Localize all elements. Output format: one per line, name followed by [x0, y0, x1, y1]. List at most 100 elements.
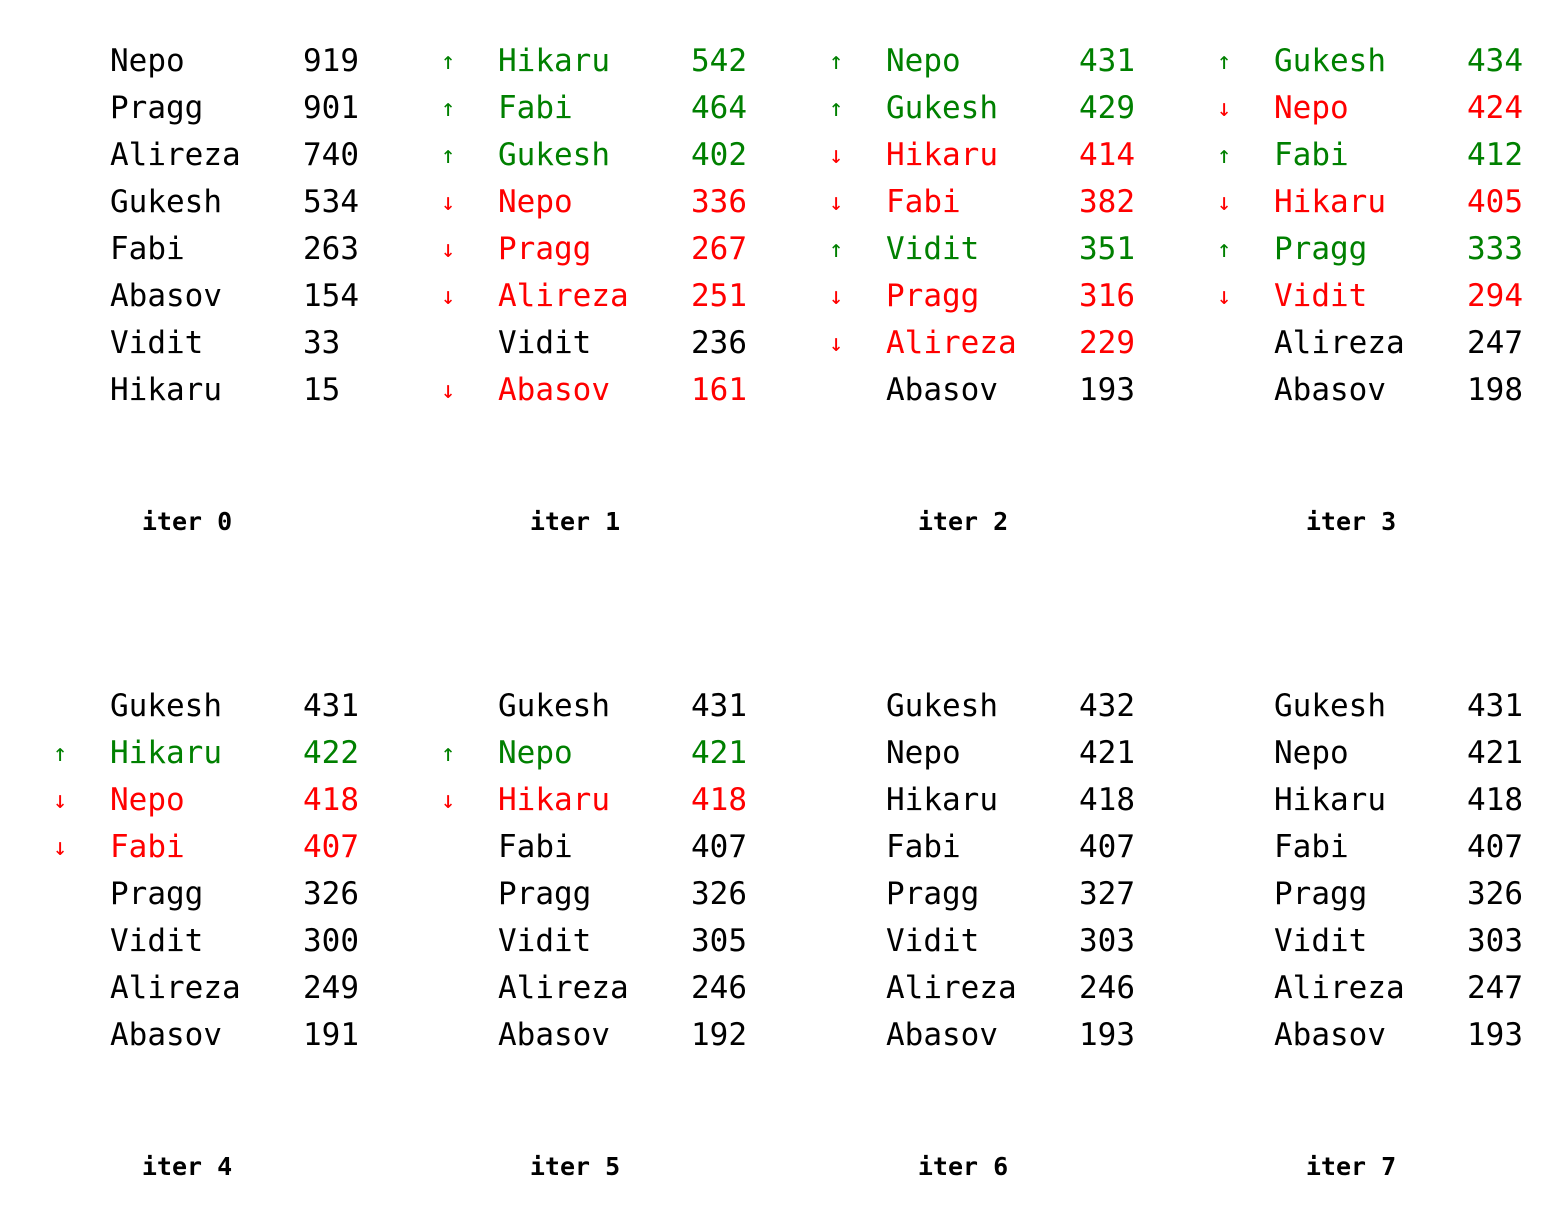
ranking-row: ↓ Nepo 418: [53, 777, 441, 824]
ranking-row: ↑ Pragg 333: [1217, 226, 1543, 273]
player-score: 407: [303, 829, 359, 865]
player-name: Gukesh: [1274, 43, 1386, 79]
player-name: Gukesh: [498, 688, 610, 724]
ranking-row: ↓ Fabi 382: [829, 179, 1217, 226]
player-score: 421: [1079, 735, 1135, 771]
player-score: 33: [303, 325, 341, 361]
player-score: 421: [1467, 735, 1523, 771]
ranking-row: Pragg 326: [1217, 871, 1543, 918]
player-name: Alireza: [886, 970, 1017, 1006]
player-score: 429: [1079, 90, 1135, 126]
player-score: 431: [1467, 688, 1523, 724]
ranking-row: ↑ Hikaru 422: [53, 730, 441, 777]
player-name: Hikaru: [1274, 184, 1386, 220]
ranking-row: Vidit 300: [53, 918, 441, 965]
player-name: Abasov: [886, 372, 998, 408]
player-name: Hikaru: [498, 43, 610, 79]
ranking-row: Pragg 326: [441, 871, 829, 918]
ranking-row: Gukesh 431: [441, 683, 829, 730]
player-name: Gukesh: [886, 688, 998, 724]
player-score: 193: [1079, 372, 1135, 408]
player-name: Gukesh: [886, 90, 998, 126]
ranking-row: Pragg 901: [53, 85, 441, 132]
player-score: 247: [1467, 325, 1523, 361]
ranking-row: ↓ Nepo 424: [1217, 85, 1543, 132]
player-score: 407: [1079, 829, 1135, 865]
ranking-row: Hikaru 418: [1217, 777, 1543, 824]
ranking-row: ↓ Alireza 251: [441, 273, 829, 320]
player-name: Alireza: [498, 278, 629, 314]
player-name: Pragg: [1274, 876, 1368, 912]
player-score: 333: [1467, 231, 1523, 267]
ranking-row: ↓ Hikaru 405: [1217, 179, 1543, 226]
arrow-up-icon: ↑: [829, 235, 844, 263]
ranking-row: Abasov 193: [1217, 1012, 1543, 1059]
player-score: 407: [1467, 829, 1523, 865]
player-score: 326: [303, 876, 359, 912]
arrow-up-icon: ↑: [441, 94, 456, 122]
player-score: 15: [303, 372, 341, 408]
player-score: 294: [1467, 278, 1523, 314]
iteration-label: iter 4: [141, 1152, 233, 1181]
arrow-down-icon: ↓: [829, 329, 844, 357]
player-score: 919: [303, 43, 359, 79]
player-score: 198: [1467, 372, 1523, 408]
player-name: Alireza: [1274, 970, 1405, 1006]
player-score: 418: [1467, 782, 1523, 818]
ranking-row: Abasov 193: [829, 367, 1217, 414]
arrow-down-icon: ↓: [441, 376, 456, 404]
player-score: 251: [691, 278, 747, 314]
player-name: Hikaru: [110, 372, 222, 408]
player-score: 316: [1079, 278, 1135, 314]
player-name: Gukesh: [1274, 688, 1386, 724]
player-score: 249: [303, 970, 359, 1006]
player-name: Pragg: [498, 876, 592, 912]
ranking-row: Nepo 421: [829, 730, 1217, 777]
player-name: Alireza: [886, 325, 1017, 361]
iteration-label: iter 7: [1305, 1152, 1397, 1181]
ranking-row: ↑ Vidit 351: [829, 226, 1217, 273]
player-score: 431: [691, 688, 747, 724]
player-name: Nepo: [886, 735, 961, 771]
player-score: 336: [691, 184, 747, 220]
ranking-row: Fabi 407: [829, 824, 1217, 871]
player-score: 464: [691, 90, 747, 126]
player-score: 434: [1467, 43, 1523, 79]
arrow-down-icon: ↓: [441, 188, 456, 216]
player-score: 247: [1467, 970, 1523, 1006]
ranking-row: Vidit 303: [1217, 918, 1543, 965]
player-name: Alireza: [1274, 325, 1405, 361]
ranking-row: ↓ Pragg 316: [829, 273, 1217, 320]
player-name: Vidit: [886, 231, 980, 267]
player-name: Vidit: [110, 923, 204, 959]
player-name: Vidit: [1274, 278, 1368, 314]
player-name: Abasov: [1274, 372, 1386, 408]
player-score: 740: [303, 137, 359, 173]
player-name: Abasov: [110, 278, 222, 314]
arrow-up-icon: ↑: [441, 739, 456, 767]
ranking-row: ↑ Gukesh 402: [441, 132, 829, 179]
arrow-up-icon: ↑: [1217, 47, 1232, 75]
player-name: Abasov: [498, 1017, 610, 1053]
ranking-row: Gukesh 431: [53, 683, 441, 730]
player-score: 418: [303, 782, 359, 818]
ranking-row: Abasov 198: [1217, 367, 1543, 414]
arrow-down-icon: ↓: [829, 141, 844, 169]
ranking-row: Vidit 33: [53, 320, 441, 367]
iteration-label: iter 2: [917, 507, 1009, 536]
player-score: 326: [1467, 876, 1523, 912]
ranking-row: Gukesh 534: [53, 179, 441, 226]
arrow-up-icon: ↑: [829, 47, 844, 75]
ranking-row: ↓ Pragg 267: [441, 226, 829, 273]
player-name: Pragg: [110, 90, 204, 126]
arrow-up-icon: ↑: [53, 739, 68, 767]
ranking-row: Fabi 407: [441, 824, 829, 871]
ranking-row: ↓ Fabi 407: [53, 824, 441, 871]
arrow-up-icon: ↑: [441, 47, 456, 75]
arrow-down-icon: ↓: [441, 282, 456, 310]
ranking-row: Pragg 327: [829, 871, 1217, 918]
player-name: Nepo: [1274, 735, 1349, 771]
ranking-row: Abasov 192: [441, 1012, 829, 1059]
player-score: 263: [303, 231, 359, 267]
player-score: 246: [1079, 970, 1135, 1006]
